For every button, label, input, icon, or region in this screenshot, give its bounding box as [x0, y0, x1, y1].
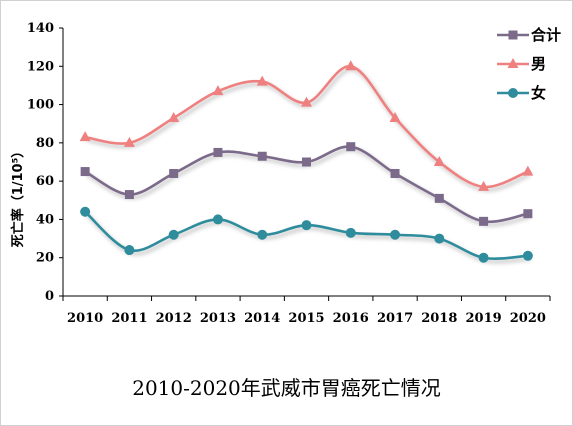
legend-item: 合计: [497, 26, 561, 44]
data-point: [433, 156, 445, 166]
chart-title: 2010-2020年武威市胃癌死亡情况: [132, 376, 441, 400]
data-point: [345, 60, 357, 71]
data-point: [390, 168, 400, 178]
y-tick-label: 0: [45, 289, 54, 304]
series-line: [84, 210, 528, 260]
legend-marker: [507, 58, 519, 68]
line-chart: 0 20 40 60 80 100 120 140 2010 2011 2012 2013 2014 20…: [10, 21, 561, 326]
data-point: [522, 250, 533, 261]
data-point: [124, 190, 134, 200]
y-axis-label: 死亡率（1/10⁵）: [10, 145, 26, 248]
data-point: [257, 229, 268, 240]
data-point: [478, 180, 490, 191]
y-tick-label: 140: [27, 21, 54, 36]
series-0: [80, 142, 533, 226]
data-point: [478, 252, 489, 263]
data-point: [256, 75, 268, 86]
data-point: [301, 220, 312, 231]
data-point: [302, 157, 311, 167]
x-tick-label: 2020: [510, 311, 546, 326]
data-point: [346, 142, 356, 152]
legend-label: 合计: [530, 26, 561, 44]
series-1: [79, 60, 534, 191]
legend-label: 男: [531, 55, 546, 73]
legend-marker: [508, 30, 518, 40]
x-tick-label: 2013: [200, 311, 236, 326]
x-tick-label: 2011: [111, 311, 147, 326]
x-tick-label: 2019: [465, 311, 501, 326]
y-tick-label: 80: [36, 136, 54, 151]
data-point: [390, 229, 401, 240]
y-tick-label: 120: [27, 59, 54, 74]
data-point: [522, 165, 534, 176]
series-line: [84, 64, 529, 189]
legend-item: 男: [497, 55, 546, 73]
data-point: [523, 209, 533, 219]
legend-label: 女: [531, 84, 546, 102]
legend-item: 女: [497, 84, 546, 102]
data-point: [124, 245, 135, 256]
axes: 0 20 40 60 80 100 120 140 2010 2011 2012 2013 2014 20…: [27, 21, 551, 326]
data-point: [168, 229, 179, 240]
y-tick-label: 20: [36, 251, 54, 266]
x-tick-label: 2016: [333, 311, 369, 326]
y-tick-label: 40: [36, 212, 54, 227]
data-point: [434, 193, 444, 203]
data-point: [212, 214, 223, 225]
x-tick-label: 2010: [67, 311, 103, 326]
data-point: [301, 96, 312, 107]
y-tick-label: 100: [27, 98, 54, 113]
x-tick-label: 2015: [288, 311, 324, 326]
x-tick-label: 2017: [377, 311, 413, 326]
x-tick-label: 2018: [421, 311, 457, 326]
series-layer: [79, 60, 534, 263]
data-point: [79, 131, 91, 142]
data-point: [123, 136, 135, 147]
data-point: [257, 151, 267, 161]
series-2: [80, 206, 533, 263]
data-point: [80, 167, 90, 177]
x-tick-label: 2012: [156, 311, 192, 326]
x-tick-label: 2014: [244, 311, 280, 326]
data-point: [479, 216, 489, 226]
data-point: [212, 85, 224, 96]
y-tick-label: 60: [36, 174, 54, 189]
legend-marker: [508, 88, 518, 98]
data-point: [169, 168, 179, 178]
data-point: [434, 233, 445, 244]
data-point: [345, 227, 356, 238]
data-point: [80, 206, 91, 217]
data-point: [213, 147, 223, 157]
data-point: [389, 111, 401, 122]
data-point: [168, 111, 180, 122]
